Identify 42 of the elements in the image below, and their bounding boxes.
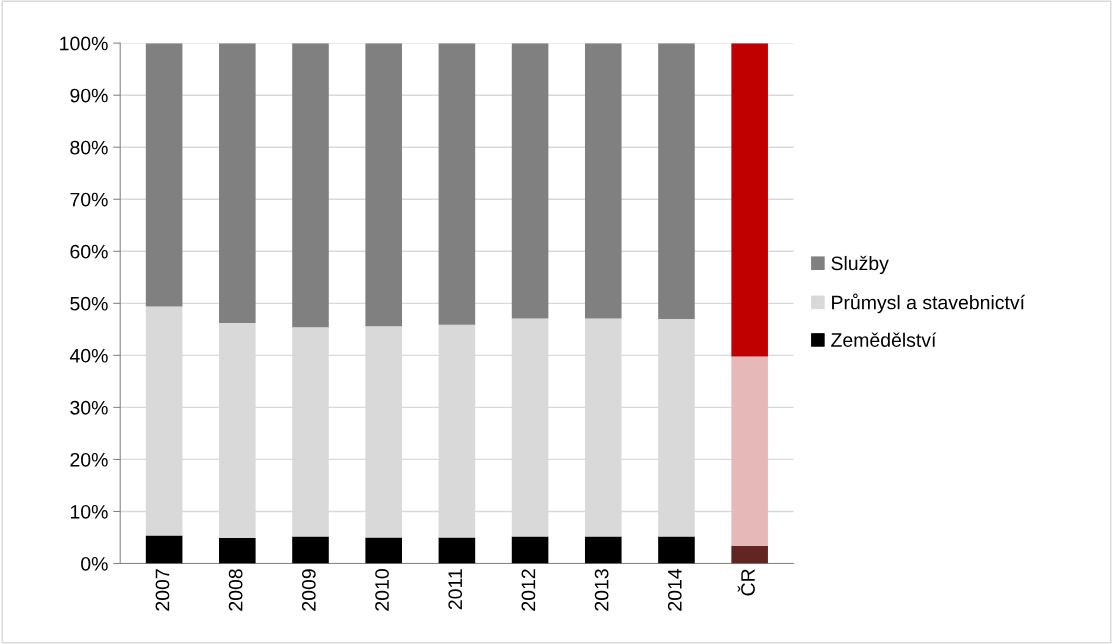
bar <box>511 536 549 564</box>
y-tick-label: 90% <box>70 88 108 103</box>
y-tick-label: 20% <box>70 452 108 467</box>
bar <box>292 43 329 328</box>
x-tick-label: 2007 <box>155 569 170 611</box>
x-tick-label: 2008 <box>228 569 243 611</box>
x-tick-label: 2012 <box>521 569 536 611</box>
y-tick-label: 100% <box>60 36 108 51</box>
x-tick-label: 2010 <box>375 569 389 611</box>
bar <box>145 43 183 307</box>
y-tick-label: 0% <box>81 556 108 571</box>
bar <box>438 43 476 325</box>
y-tick-label: 80% <box>70 140 108 155</box>
bar <box>511 43 549 319</box>
bar <box>292 536 329 564</box>
bar <box>731 43 768 357</box>
bar <box>219 538 256 564</box>
bar <box>658 43 695 319</box>
x-tick-label: 2014 <box>667 568 682 611</box>
x-tick-label: 2013 <box>594 569 609 611</box>
bar <box>438 537 476 564</box>
bar <box>219 43 256 324</box>
bar <box>584 43 622 319</box>
bar <box>365 43 402 327</box>
x-tick-label: ČR <box>737 569 755 596</box>
y-tick-label: 70% <box>70 192 108 207</box>
y-tick-label: 30% <box>70 400 108 415</box>
y-tick-label: 40% <box>69 348 108 363</box>
y-tick-label: 10% <box>70 504 108 519</box>
legend-label: Zemědělství <box>831 332 937 347</box>
bar <box>365 537 402 564</box>
legend-label: Služby <box>831 255 889 275</box>
bar <box>145 535 183 564</box>
legend-label: Průmysl a stavebnictví <box>832 293 1025 314</box>
y-tick-label: 50% <box>70 296 108 311</box>
bar <box>731 545 768 564</box>
bar <box>658 536 695 564</box>
x-tick-label: 2011 <box>448 569 463 610</box>
bar <box>731 356 768 546</box>
bar <box>584 536 622 564</box>
y-tick-label: 60% <box>70 244 108 259</box>
x-tick-label: 2009 <box>301 569 316 611</box>
